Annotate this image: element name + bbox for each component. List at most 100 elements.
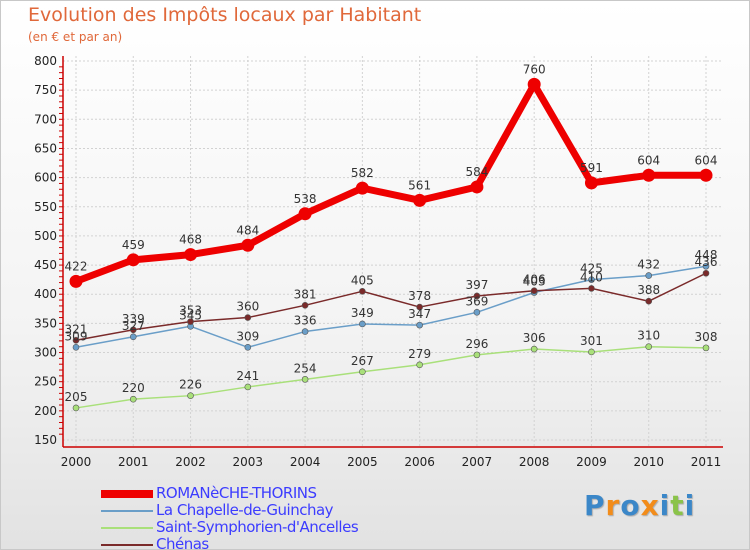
- legend-swatch: [101, 543, 153, 546]
- x-tick-label: 2000: [61, 455, 92, 469]
- legend-label: ROMANèCHE-THORINS: [156, 484, 317, 502]
- data-label: 308: [695, 330, 718, 344]
- y-tick-label: 750: [34, 83, 57, 97]
- data-point: [473, 309, 481, 316]
- data-label: 448: [695, 248, 718, 262]
- y-tick-label: 150: [34, 433, 57, 447]
- data-point: [359, 288, 366, 295]
- data-point: [129, 326, 137, 334]
- data-label: 425: [580, 262, 603, 276]
- logo-letter: P: [584, 489, 606, 522]
- legend-label: Chénas: [156, 535, 209, 550]
- x-tick-label: 2011: [691, 455, 722, 469]
- data-point: [473, 351, 481, 359]
- x-tick-label: 2006: [404, 455, 435, 469]
- y-tick-label: 250: [34, 375, 57, 389]
- data-label: 345: [179, 308, 202, 322]
- data-label: 321: [65, 322, 88, 336]
- y-tick-label: 550: [34, 200, 57, 214]
- data-label: 410: [580, 270, 603, 284]
- data-label: 279: [408, 347, 431, 361]
- data-label: 760: [523, 62, 546, 76]
- x-tick-label: 2009: [576, 455, 607, 469]
- data-label: 436: [695, 255, 718, 269]
- logo-letter: i: [684, 489, 696, 522]
- data-point: [530, 287, 538, 295]
- data-label: 353: [179, 304, 202, 318]
- data-point: [187, 318, 194, 325]
- data-point: [359, 368, 366, 376]
- data-label: 468: [179, 233, 202, 247]
- data-point: [645, 297, 653, 305]
- data-label: 205: [65, 390, 88, 404]
- data-point: [72, 404, 80, 412]
- logo-letter: o: [620, 489, 641, 522]
- data-label: 336: [294, 314, 317, 328]
- data-label: 360: [236, 300, 259, 314]
- data-point: [241, 238, 255, 252]
- y-tick-label: 500: [34, 229, 57, 243]
- x-tick-label: 2003: [233, 455, 264, 469]
- data-label: 296: [465, 337, 488, 351]
- logo-letter: t: [670, 489, 685, 522]
- data-label: 422: [65, 259, 88, 273]
- data-label: 226: [179, 378, 202, 392]
- legend-label: La Chapelle-de-Guinchay: [156, 501, 334, 519]
- data-label: 310: [637, 329, 660, 343]
- data-label: 339: [122, 312, 145, 326]
- y-tick-label: 800: [34, 54, 57, 68]
- data-point: [416, 321, 423, 329]
- data-label: 604: [637, 153, 660, 167]
- series-line: [75, 345, 707, 409]
- x-tick-label: 2008: [519, 455, 550, 469]
- y-tick-label: 300: [34, 346, 57, 360]
- data-point: [645, 343, 653, 351]
- data-label: 405: [351, 273, 374, 287]
- data-label: 406: [523, 273, 546, 287]
- data-label: 347: [408, 307, 431, 321]
- y-tick-label: 400: [34, 287, 57, 301]
- legend-label: Saint-Symphorien-d'Ancelles: [156, 518, 359, 536]
- data-label: 388: [637, 283, 660, 297]
- data-point: [413, 193, 427, 207]
- data-label: 381: [294, 287, 317, 301]
- data-point: [588, 276, 595, 283]
- data-point: [416, 361, 423, 369]
- x-tick-label: 2007: [462, 455, 493, 469]
- logo-letter: i: [659, 489, 671, 522]
- data-point: [699, 168, 713, 182]
- legend-swatch: [101, 489, 153, 498]
- data-point: [470, 180, 484, 194]
- y-tick-label: 700: [34, 112, 57, 126]
- data-point: [355, 181, 369, 195]
- data-point: [126, 253, 140, 267]
- series-line: [72, 80, 710, 285]
- data-point: [69, 274, 83, 288]
- y-tick-label: 650: [34, 141, 57, 155]
- data-point: [359, 320, 366, 328]
- data-label: 349: [351, 306, 374, 320]
- data-point: [244, 314, 252, 321]
- data-point: [187, 392, 194, 399]
- data-label: 306: [523, 331, 546, 345]
- x-tick-label: 2005: [347, 455, 378, 469]
- data-label: 241: [236, 369, 259, 383]
- data-label: 369: [465, 294, 488, 308]
- data-label: 254: [294, 361, 317, 375]
- data-label: 397: [465, 278, 488, 292]
- data-point: [645, 272, 653, 279]
- data-label: 301: [580, 334, 603, 348]
- data-point: [642, 168, 656, 182]
- data-point: [129, 395, 137, 403]
- series-line: [75, 272, 707, 342]
- data-point: [530, 345, 538, 353]
- data-label: 591: [580, 161, 603, 175]
- data-label: 403: [523, 274, 546, 288]
- logo-letter: r: [605, 489, 621, 522]
- x-tick-label: 2001: [118, 455, 149, 469]
- y-tick-label: 200: [34, 404, 57, 418]
- data-label: 220: [122, 381, 145, 395]
- x-tick-label: 2004: [290, 455, 321, 469]
- data-point: [129, 333, 137, 341]
